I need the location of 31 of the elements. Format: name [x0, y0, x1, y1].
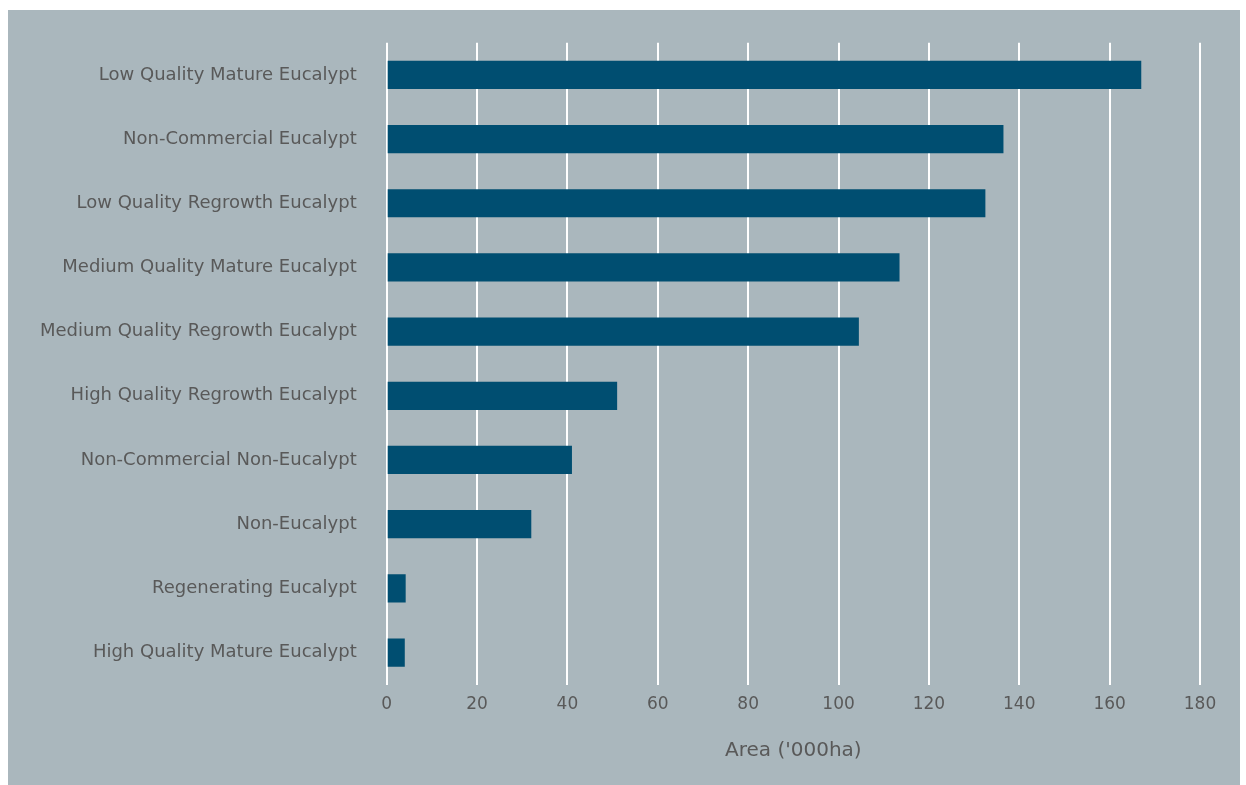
bar — [387, 189, 986, 218]
x-tick-label: 40 — [556, 693, 579, 714]
x-tick-label: 80 — [737, 693, 759, 714]
y-tick-label: Low Quality Regrowth Eucalypt — [76, 190, 357, 212]
x-tick-label: 0 — [381, 693, 393, 714]
bar — [387, 638, 405, 667]
x-tick-label: 160 — [1093, 693, 1126, 714]
bar — [387, 445, 572, 475]
x-tick-label: 60 — [646, 693, 669, 714]
x-tick-label: 120 — [912, 693, 946, 714]
bar — [387, 253, 900, 282]
bar — [387, 60, 1142, 90]
y-tick-label: Medium Quality Mature Eucalypt — [62, 255, 357, 277]
y-tick-label: Low Quality Mature Eucalypt — [98, 62, 357, 84]
bar — [387, 124, 1004, 154]
x-tick-label: 20 — [466, 693, 488, 714]
x-tick-label: 100 — [822, 693, 855, 714]
bar — [387, 317, 859, 346]
y-tick-label: High Quality Mature Eucalypt — [92, 640, 357, 662]
y-tick-label: Non-Commercial Eucalypt — [123, 126, 357, 148]
x-tick-label: 140 — [1003, 693, 1036, 714]
bar — [387, 510, 532, 539]
y-tick-label: Non-Eucalypt — [236, 511, 357, 533]
x-tick-label: 180 — [1183, 693, 1217, 714]
y-tick-label: Medium Quality Regrowth Eucalypt — [39, 319, 357, 341]
bar — [387, 381, 618, 410]
y-tick-label: Regenerating Eucalypt — [152, 576, 357, 597]
x-axis-title: Area ('000ha) — [725, 737, 862, 762]
bar — [387, 574, 406, 603]
y-tick-label: High Quality Regrowth Eucalypt — [70, 383, 357, 405]
y-tick-label: Non-Commercial Non-Eucalypt — [80, 447, 357, 469]
